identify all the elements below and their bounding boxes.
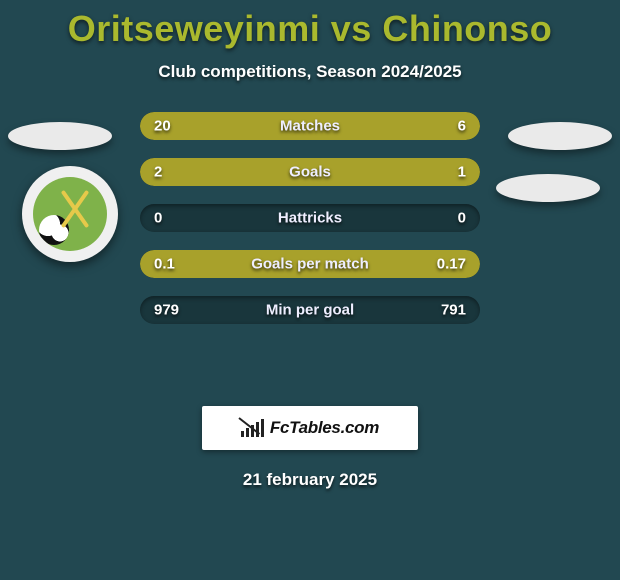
stat-bar: 20 Matches 6 [140,112,480,140]
bar-chart-bar [246,428,249,437]
badge-sticks-icon [55,189,95,229]
stat-value-right: 791 [441,302,466,319]
stat-label: Goals [289,164,331,181]
stat-fill-right [398,112,480,140]
stat-label: Goals per match [251,256,369,273]
stat-value-left: 979 [154,302,179,319]
stat-bar: 979 Min per goal 791 [140,296,480,324]
stat-label: Hattricks [278,210,342,227]
stat-value-right: 6 [458,118,466,135]
page-title: Oritseweyinmi vs Chinonso [0,0,620,50]
bar-chart-bar [261,419,264,437]
subtitle: Club competitions, Season 2024/2025 [0,62,620,82]
stat-label: Min per goal [266,302,354,319]
comparison-stage: 20 Matches 6 2 Goals 1 0 Hattricks 0 0.1 Goals per… [0,112,620,382]
stat-bar: 0 Hattricks 0 [140,204,480,232]
stat-bar: 2 Goals 1 [140,158,480,186]
logo-text: FcTables.com [270,418,379,438]
stat-value-right: 1 [458,164,466,181]
stat-value-left: 2 [154,164,162,181]
stat-bars: 20 Matches 6 2 Goals 1 0 Hattricks 0 0.1 Goals per… [140,112,480,324]
stat-bar: 0.1 Goals per match 0.17 [140,250,480,278]
club-badge [22,166,118,262]
stat-value-right: 0 [458,210,466,227]
stat-value-left: 20 [154,118,171,135]
fctables-logo[interactable]: FcTables.com [202,406,418,450]
player-right-oval-2 [496,174,600,202]
stat-fill-left [140,112,398,140]
club-badge-inner [33,177,107,251]
bar-chart-bar [241,431,244,437]
stat-value-left: 0.1 [154,256,175,273]
bar-chart-icon [241,419,264,437]
stat-value-left: 0 [154,210,162,227]
stat-value-right: 0.17 [437,256,466,273]
snapshot-date: 21 february 2025 [0,470,620,490]
stat-label: Matches [280,118,340,135]
player-left-oval [8,122,112,150]
player-right-oval-1 [508,122,612,150]
